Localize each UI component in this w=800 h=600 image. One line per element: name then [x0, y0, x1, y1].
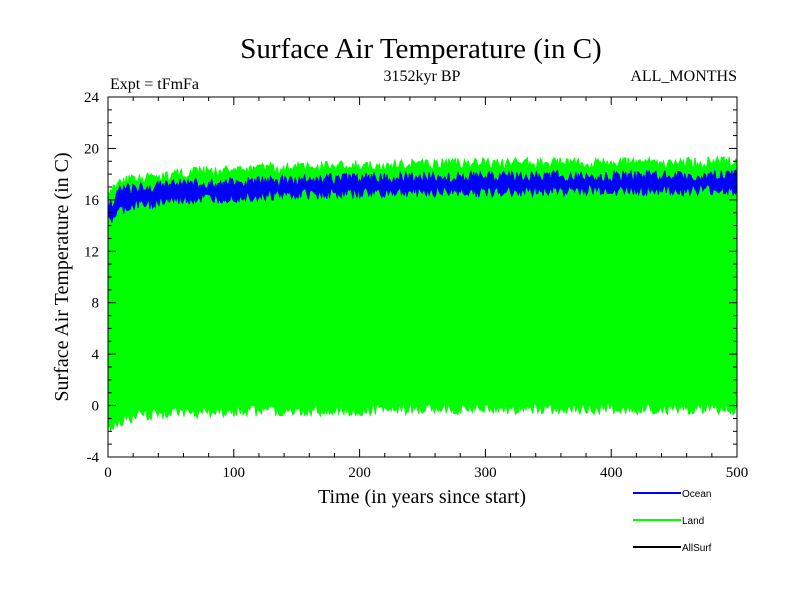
chart-title: Surface Air Temperature (in C) — [240, 33, 601, 65]
y-tick-label: 24 — [84, 90, 100, 106]
x-tick-label: 400 — [600, 465, 623, 481]
y-tick-label: 20 — [84, 141, 99, 157]
legend-label-ocean: Ocean — [682, 489, 711, 500]
y-axis-label: Surface Air Temperature (in C) — [51, 152, 73, 401]
series-land-band — [107, 155, 738, 432]
y-tick-label: 4 — [92, 347, 100, 363]
y-tick-label: 8 — [92, 296, 100, 312]
y-tick-label: 0 — [92, 399, 100, 415]
legend-label-land: Land — [682, 516, 704, 527]
x-tick-label: 100 — [223, 465, 246, 481]
legend: Ocean Land AllSurf — [633, 489, 712, 554]
x-tick-label: 500 — [726, 465, 749, 481]
experiment-label: Expt = tFmFa — [110, 76, 199, 93]
x-axis-label: Time (in years since start) — [318, 486, 526, 508]
y-tick-label: -4 — [87, 450, 100, 466]
period-label: 3152kyr BP — [384, 68, 461, 85]
y-tick-label: 16 — [84, 193, 100, 209]
legend-label-allsurf: AllSurf — [682, 543, 712, 554]
y-tick-label: 12 — [84, 244, 99, 260]
series-bands — [107, 155, 738, 432]
x-tick-label: 0 — [104, 465, 112, 481]
x-tick-label: 200 — [348, 465, 371, 481]
x-tick-label: 300 — [474, 465, 497, 481]
months-label: ALL_MONTHS — [630, 68, 737, 85]
